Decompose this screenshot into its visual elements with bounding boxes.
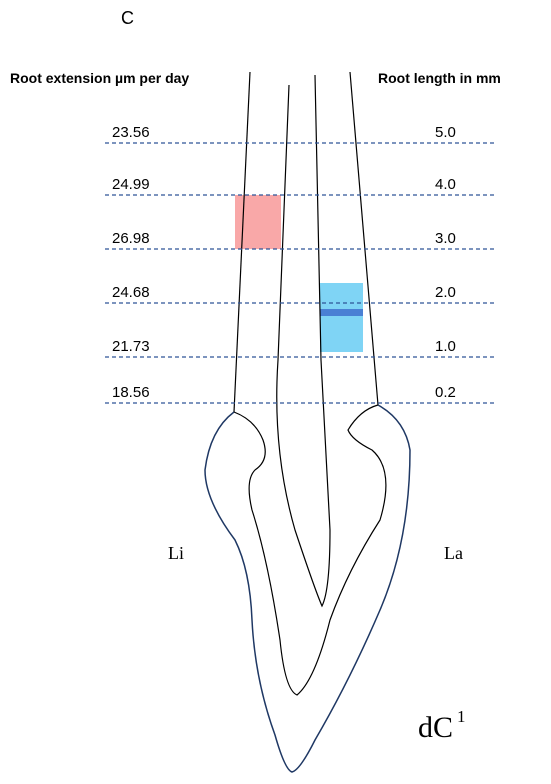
side-left: Li bbox=[168, 543, 184, 563]
tooth-superscript: 1 bbox=[457, 707, 466, 726]
root-outer-right bbox=[350, 72, 378, 405]
blue-band bbox=[320, 309, 363, 316]
side-right: La bbox=[444, 543, 463, 563]
panel-label: C bbox=[121, 8, 134, 28]
extension-value: 18.56 bbox=[112, 384, 150, 401]
dentine bbox=[234, 405, 386, 695]
extension-value: 24.99 bbox=[112, 176, 150, 193]
length-value: 3.0 bbox=[435, 230, 456, 247]
right-header: Root length in mm bbox=[378, 70, 501, 86]
tooth bbox=[234, 72, 386, 695]
extension-value: 24.68 bbox=[112, 284, 150, 301]
tooth-name: dC bbox=[418, 711, 453, 744]
rows: 23.56 5.0 24.99 4.0 26.98 3.0 24.68 2.0 21.73 1.0… bbox=[105, 124, 495, 403]
enamel-outline bbox=[205, 405, 410, 772]
blue-zone bbox=[320, 283, 363, 352]
length-value: 4.0 bbox=[435, 176, 456, 193]
length-value: 0.2 bbox=[435, 384, 456, 401]
length-value: 2.0 bbox=[435, 284, 456, 301]
extension-value: 26.98 bbox=[112, 230, 150, 247]
extension-value: 23.56 bbox=[112, 124, 150, 141]
diagram: C Root extension µm per day Root length … bbox=[0, 0, 551, 784]
extension-value: 21.73 bbox=[112, 338, 150, 355]
length-value: 1.0 bbox=[435, 338, 456, 355]
length-value: 5.0 bbox=[435, 124, 456, 141]
left-header: Root extension µm per day bbox=[10, 70, 189, 86]
